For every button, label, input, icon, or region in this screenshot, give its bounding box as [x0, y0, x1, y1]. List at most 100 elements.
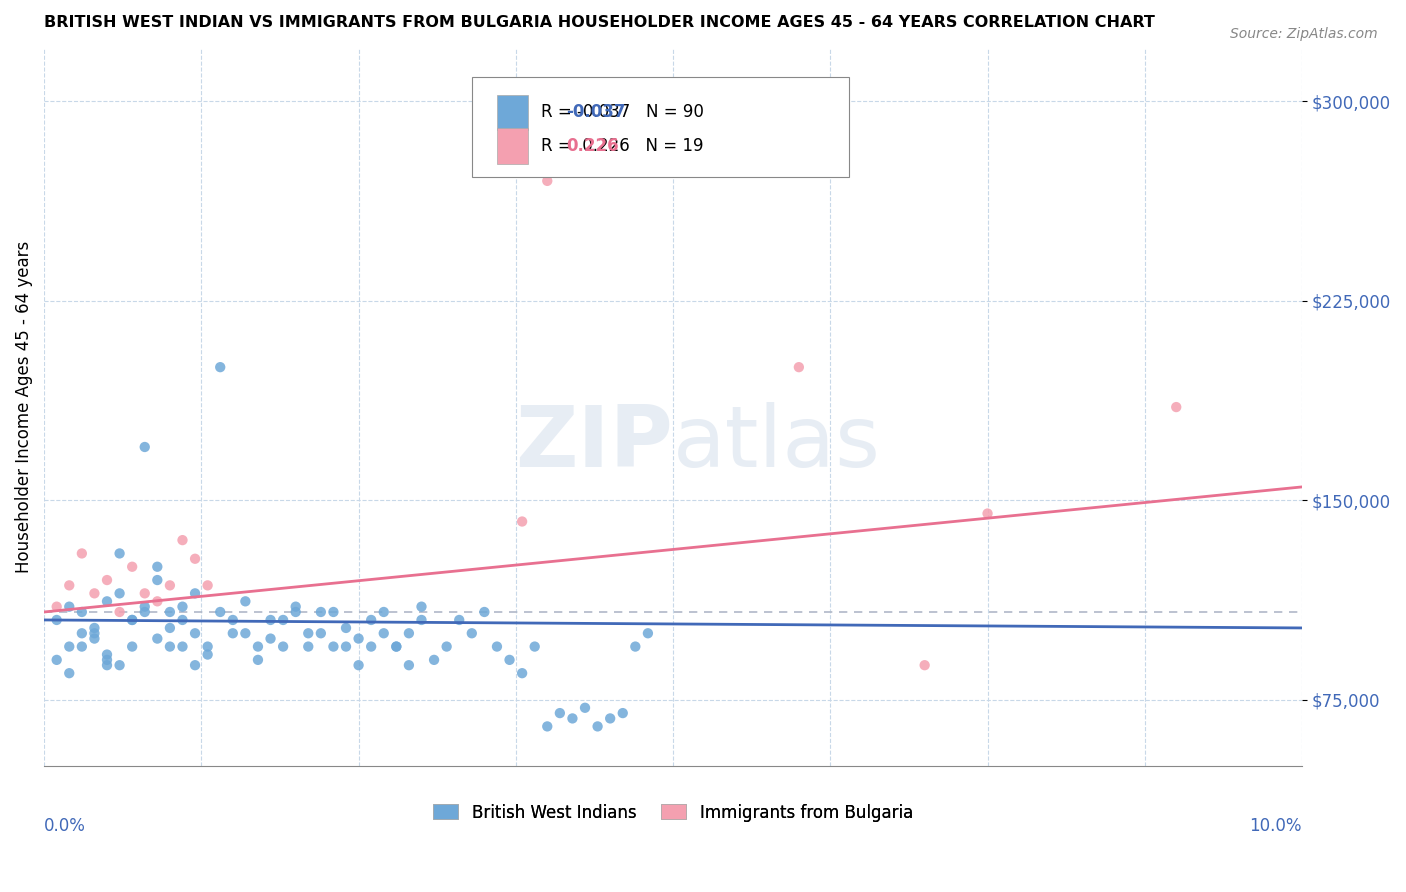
Point: [58, 666, 80, 681]
Point: [83, 621, 105, 635]
Point: [297, 626, 319, 640]
Point: [360, 640, 382, 654]
Point: [612, 706, 634, 720]
Point: [70, 640, 93, 654]
Point: [108, 586, 131, 600]
Point: [96, 653, 118, 667]
Point: [134, 440, 156, 454]
Point: [561, 711, 583, 725]
Point: [510, 666, 533, 681]
Point: [523, 640, 546, 654]
Point: [121, 640, 143, 654]
Point: [58, 578, 80, 592]
Point: [461, 626, 484, 640]
Point: [259, 613, 281, 627]
Point: [586, 719, 609, 733]
Point: [121, 613, 143, 627]
Point: [548, 706, 571, 720]
Point: [411, 613, 433, 627]
Point: [498, 653, 520, 667]
Point: [536, 719, 558, 733]
Point: [172, 533, 194, 548]
Point: [436, 640, 458, 654]
Point: [976, 507, 998, 521]
Text: -0.037: -0.037: [567, 103, 626, 121]
Point: [235, 626, 257, 640]
Point: [360, 613, 382, 627]
Point: [209, 605, 232, 619]
Point: [322, 605, 344, 619]
Point: [373, 626, 395, 640]
Point: [45, 653, 67, 667]
Point: [385, 640, 408, 654]
Point: [284, 605, 307, 619]
Point: [485, 640, 508, 654]
Point: [423, 653, 446, 667]
Legend: British West Indians, Immigrants from Bulgaria: British West Indians, Immigrants from Bu…: [425, 795, 921, 830]
Point: [134, 599, 156, 614]
Point: [787, 360, 810, 375]
Text: ZIP: ZIP: [516, 401, 673, 484]
FancyBboxPatch shape: [496, 128, 529, 164]
Text: atlas: atlas: [673, 401, 882, 484]
Text: 0.0%: 0.0%: [44, 816, 86, 835]
Point: [411, 599, 433, 614]
Point: [45, 613, 67, 627]
Point: [108, 546, 131, 560]
Point: [58, 640, 80, 654]
Point: [474, 605, 496, 619]
Point: [259, 632, 281, 646]
Point: [146, 632, 169, 646]
Point: [637, 626, 659, 640]
Point: [134, 586, 156, 600]
Point: [83, 626, 105, 640]
Point: [536, 174, 558, 188]
Point: [134, 605, 156, 619]
Point: [96, 594, 118, 608]
Point: [335, 621, 357, 635]
Point: [184, 586, 207, 600]
Point: [347, 632, 370, 646]
Point: [309, 605, 332, 619]
Text: BRITISH WEST INDIAN VS IMMIGRANTS FROM BULGARIA HOUSEHOLDER INCOME AGES 45 - 64 : BRITISH WEST INDIAN VS IMMIGRANTS FROM B…: [44, 15, 1154, 30]
Point: [373, 605, 395, 619]
Point: [209, 360, 232, 375]
Point: [385, 640, 408, 654]
Point: [121, 613, 143, 627]
Point: [159, 605, 181, 619]
Point: [449, 613, 471, 627]
FancyBboxPatch shape: [496, 95, 529, 130]
Point: [83, 632, 105, 646]
Text: 10.0%: 10.0%: [1250, 816, 1302, 835]
Point: [184, 658, 207, 673]
Point: [108, 605, 131, 619]
Text: 0.226: 0.226: [567, 137, 619, 155]
Point: [235, 594, 257, 608]
Point: [146, 573, 169, 587]
Point: [146, 559, 169, 574]
Point: [284, 599, 307, 614]
Text: R = -0.037   N = 90: R = -0.037 N = 90: [541, 103, 704, 121]
Point: [510, 515, 533, 529]
Point: [184, 551, 207, 566]
Point: [197, 648, 219, 662]
Point: [83, 586, 105, 600]
Point: [347, 658, 370, 673]
Point: [70, 626, 93, 640]
Point: [322, 640, 344, 654]
Point: [624, 640, 647, 654]
Point: [70, 605, 93, 619]
Text: Source: ZipAtlas.com: Source: ZipAtlas.com: [1230, 27, 1378, 41]
Point: [159, 640, 181, 654]
Point: [96, 648, 118, 662]
Point: [271, 613, 294, 627]
Point: [246, 640, 269, 654]
Point: [197, 578, 219, 592]
Point: [121, 559, 143, 574]
Point: [222, 613, 245, 627]
Point: [335, 640, 357, 654]
Point: [309, 626, 332, 640]
Point: [172, 640, 194, 654]
Point: [58, 599, 80, 614]
FancyBboxPatch shape: [472, 77, 849, 178]
